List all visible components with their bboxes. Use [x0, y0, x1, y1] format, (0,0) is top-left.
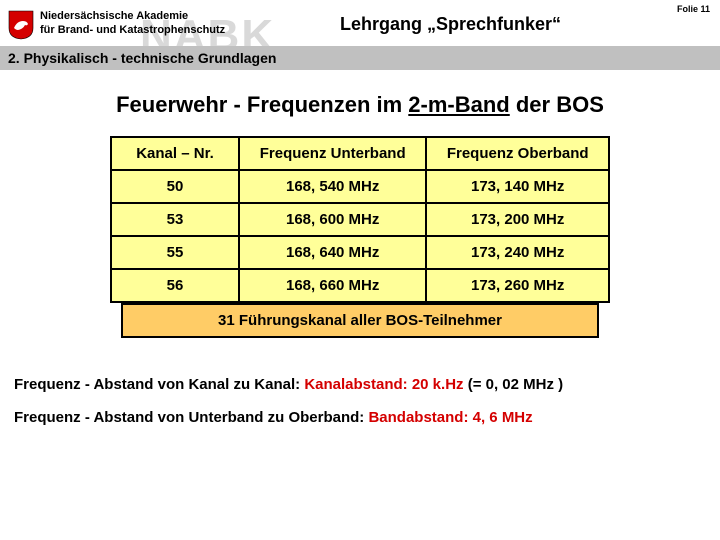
title-part-b: im — [370, 92, 408, 117]
section-heading: 2. Physikalisch - technische Grundlagen — [0, 46, 720, 70]
state-crest-icon — [8, 10, 34, 40]
cell: 173, 140 MHz — [426, 170, 609, 203]
header: Niedersächsische Akademie für Brand- und… — [0, 0, 720, 40]
line2-b: Bandabstand: 4, 6 MHz — [368, 409, 532, 426]
title-part-a: Feuerwehr - Frequenzen — [116, 92, 370, 117]
col-header: Kanal – Nr. — [111, 137, 239, 170]
cell: 53 — [111, 203, 239, 236]
table-row: 56 168, 660 MHz 173, 260 MHz — [111, 269, 609, 302]
line1-c: (= 0, 02 MHz ) — [464, 376, 564, 393]
line1-a: Frequenz - Abstand von Kanal zu Kanal: — [14, 376, 304, 393]
col-header: Frequenz Oberband — [426, 137, 609, 170]
table-row: 55 168, 640 MHz 173, 240 MHz — [111, 236, 609, 269]
org-line2: für Brand- und Katastrophenschutz — [40, 24, 225, 38]
cell: 173, 200 MHz — [426, 203, 609, 236]
col-header: Frequenz Unterband — [239, 137, 426, 170]
title-part-c: 2-m-Band — [408, 92, 509, 117]
cell: 50 — [111, 170, 239, 203]
page-title: Feuerwehr - Frequenzen im 2-m-Band der B… — [0, 92, 720, 118]
cell: 173, 240 MHz — [426, 236, 609, 269]
cell: 55 — [111, 236, 239, 269]
frequency-table: Kanal – Nr. Frequenz Unterband Frequenz … — [110, 136, 610, 303]
body-text: Frequenz - Abstand von Kanal zu Kanal: K… — [14, 368, 720, 434]
organization-name: Niedersächsische Akademie für Brand- und… — [40, 10, 225, 38]
line2-a: Frequenz - Abstand von Unterband zu Ober… — [14, 409, 368, 426]
cell: 168, 660 MHz — [239, 269, 426, 302]
cell: 168, 540 MHz — [239, 170, 426, 203]
line1: Frequenz - Abstand von Kanal zu Kanal: K… — [14, 368, 720, 401]
table-header-row: Kanal – Nr. Frequenz Unterband Frequenz … — [111, 137, 609, 170]
cell: 173, 260 MHz — [426, 269, 609, 302]
table-row: 50 168, 540 MHz 173, 140 MHz — [111, 170, 609, 203]
course-title: Lehrgang „Sprechfunker“ — [340, 14, 561, 35]
table-row: 53 168, 600 MHz 173, 200 MHz — [111, 203, 609, 236]
cell: 168, 640 MHz — [239, 236, 426, 269]
org-line1: Niedersächsische Akademie — [40, 10, 225, 24]
cell: 56 — [111, 269, 239, 302]
title-part-d: der BOS — [510, 92, 604, 117]
line2: Frequenz - Abstand von Unterband zu Ober… — [14, 401, 720, 434]
cell: 168, 600 MHz — [239, 203, 426, 236]
line1-b: Kanalabstand: 20 k.Hz — [304, 376, 463, 393]
footnote-box: 31 Führungskanal aller BOS-Teilnehmer — [121, 303, 599, 338]
